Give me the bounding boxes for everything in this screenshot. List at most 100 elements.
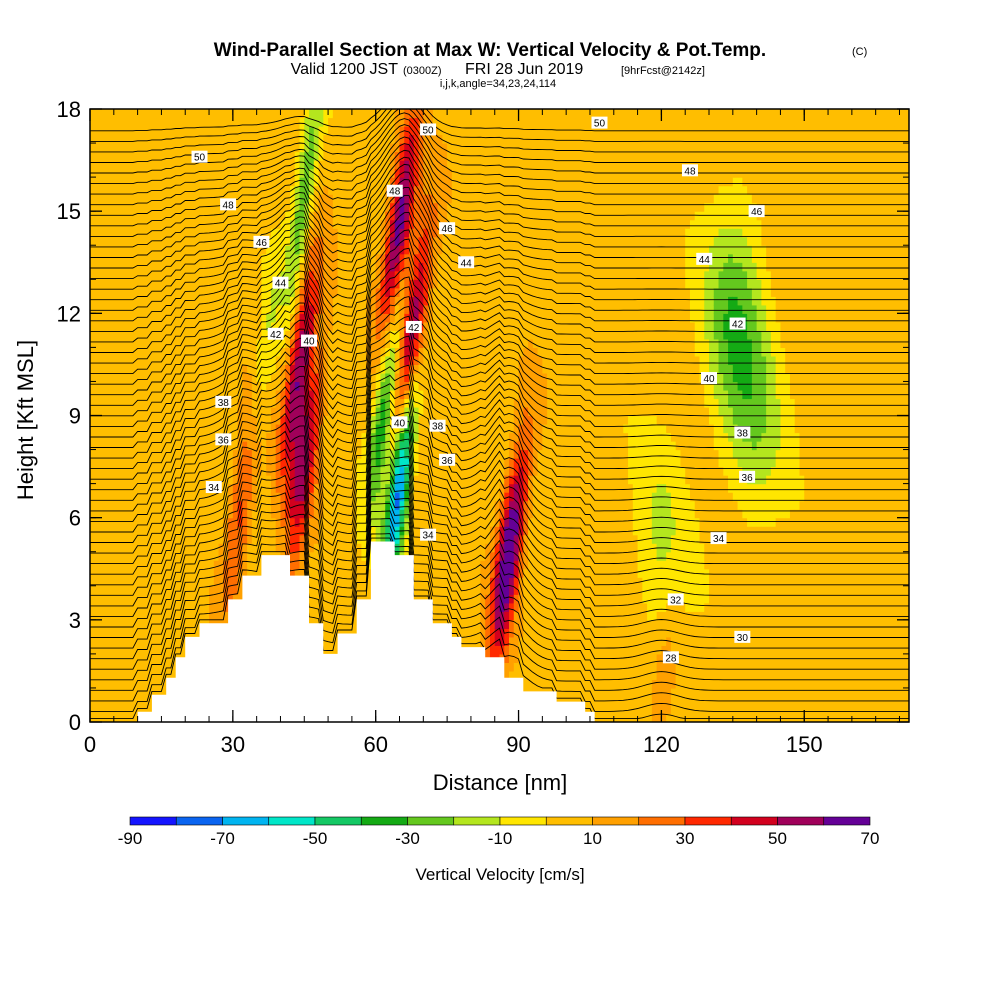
velocity-cell — [137, 653, 143, 663]
velocity-cell — [361, 492, 367, 502]
velocity-cell — [113, 509, 120, 519]
velocity-cell — [151, 194, 158, 204]
velocity-cell — [123, 398, 129, 408]
velocity-cell — [113, 194, 120, 204]
velocity-cell — [113, 662, 120, 672]
velocity-cell — [137, 321, 143, 331]
velocity-cell — [223, 406, 229, 417]
velocity-cell — [370, 262, 377, 272]
velocity-cell — [413, 466, 420, 476]
velocity-cell — [409, 117, 415, 127]
velocity-cell — [189, 126, 196, 136]
velocity-cell — [228, 143, 234, 153]
velocity-cell — [132, 406, 139, 417]
velocity-cell — [151, 338, 158, 348]
velocity-cell — [313, 160, 320, 170]
velocity-cell — [199, 262, 205, 272]
velocity-cell — [370, 143, 377, 153]
velocity-cell — [351, 279, 358, 289]
velocity-cell — [94, 347, 101, 357]
velocity-cell — [90, 509, 96, 519]
velocity-cell — [194, 347, 201, 357]
velocity-cell — [413, 287, 420, 297]
velocity-cell — [109, 330, 115, 340]
velocity-cell — [399, 509, 405, 519]
velocity-cell — [175, 109, 182, 119]
velocity-cell — [128, 577, 134, 587]
velocity-cell — [375, 406, 382, 417]
velocity-cell — [232, 262, 239, 272]
velocity-cell — [123, 619, 129, 629]
velocity-cell — [266, 296, 272, 306]
velocity-cell — [309, 151, 315, 161]
velocity-cell — [366, 211, 372, 221]
velocity-cell — [351, 117, 358, 127]
velocity-cell — [299, 475, 305, 485]
velocity-cell — [104, 117, 110, 127]
velocity-cell — [199, 270, 205, 280]
velocity-cell — [242, 202, 248, 212]
velocity-cell — [323, 415, 329, 425]
velocity-cell — [170, 330, 177, 340]
velocity-cell — [404, 134, 410, 144]
velocity-cell — [342, 313, 348, 323]
velocity-cell — [223, 338, 229, 348]
velocity-cell — [351, 619, 358, 629]
velocity-cell — [328, 347, 334, 357]
velocity-cell — [323, 534, 329, 544]
velocity-cell — [299, 287, 305, 297]
velocity-cell — [189, 364, 196, 374]
velocity-cell — [142, 381, 148, 391]
velocity-cell — [109, 194, 115, 204]
velocity-cell — [375, 228, 382, 238]
velocity-cell — [242, 211, 248, 221]
velocity-cell — [104, 560, 110, 570]
velocity-cell — [328, 134, 334, 144]
velocity-cell — [209, 134, 215, 144]
velocity-cell — [151, 168, 158, 178]
velocity-cell — [404, 338, 410, 348]
velocity-cell — [370, 194, 377, 204]
velocity-cell — [370, 364, 377, 374]
velocity-cell — [104, 466, 110, 476]
velocity-cell — [399, 355, 405, 366]
velocity-cell — [409, 245, 415, 255]
velocity-cell — [132, 389, 139, 400]
velocity-cell — [109, 253, 115, 263]
velocity-cell — [161, 228, 167, 238]
velocity-cell — [380, 534, 386, 544]
velocity-cell — [118, 628, 124, 638]
velocity-cell — [166, 398, 172, 408]
velocity-cell — [142, 509, 148, 519]
velocity-cell — [209, 475, 215, 485]
velocity-cell — [342, 321, 348, 331]
velocity-cell — [309, 134, 315, 144]
velocity-cell — [132, 526, 139, 536]
velocity-cell — [156, 406, 163, 417]
velocity-cell — [261, 372, 267, 383]
velocity-cell — [289, 338, 296, 348]
velocity-cell — [266, 355, 272, 366]
velocity-cell — [123, 177, 129, 187]
velocity-cell — [151, 126, 158, 136]
velocity-cell — [251, 534, 258, 544]
velocity-cell — [409, 449, 415, 459]
velocity-cell — [199, 160, 205, 170]
velocity-cell — [261, 330, 267, 340]
velocity-cell — [213, 134, 220, 144]
velocity-cell — [185, 517, 191, 527]
velocity-cell — [389, 492, 396, 502]
velocity-cell — [147, 619, 153, 629]
velocity-cell — [323, 194, 329, 204]
velocity-cell — [342, 560, 348, 570]
velocity-cell — [90, 381, 96, 391]
velocity-cell — [237, 483, 243, 493]
velocity-cell — [337, 287, 343, 297]
velocity-cell — [328, 151, 334, 161]
velocity-cell — [104, 713, 110, 722]
velocity-cell — [147, 492, 153, 502]
velocity-cell — [323, 398, 329, 408]
velocity-cell — [261, 245, 267, 255]
velocity-cell — [104, 517, 110, 527]
velocity-cell — [370, 330, 377, 340]
